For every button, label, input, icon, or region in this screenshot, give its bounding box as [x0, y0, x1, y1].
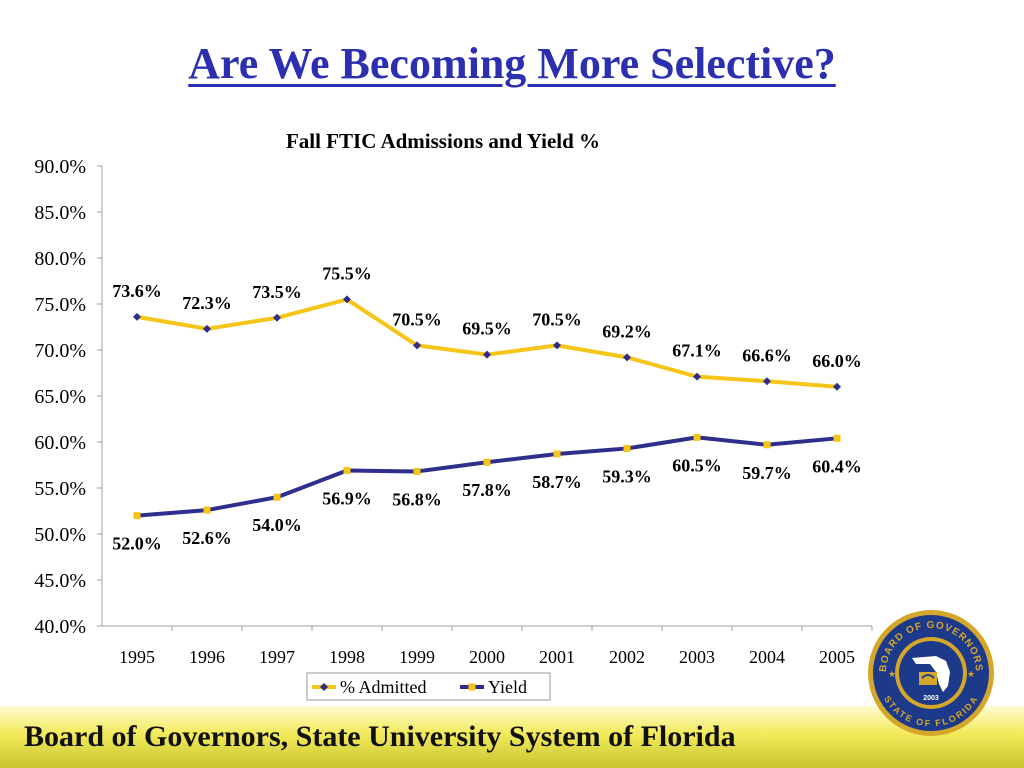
data-point-yield	[413, 467, 421, 475]
y-tick-label: 55.0%	[34, 478, 86, 500]
legend-label-admitted: % Admitted	[340, 677, 427, 697]
y-tick-label: 45.0%	[34, 570, 86, 592]
y-tick-label: 60.0%	[34, 432, 86, 454]
x-tick-label: 2003	[679, 647, 715, 667]
data-point-admitted	[833, 382, 841, 391]
data-point-admitted	[343, 295, 351, 304]
y-tick-label: 70.0%	[34, 340, 86, 362]
data-point-yield	[343, 467, 351, 475]
data-point-yield	[273, 493, 281, 501]
data-point-yield	[553, 450, 561, 458]
data-label-admitted: 75.5%	[322, 263, 372, 283]
data-point-admitted	[763, 377, 771, 386]
data-point-admitted	[553, 341, 561, 350]
data-point-admitted	[693, 372, 701, 381]
data-label-yield: 52.6%	[182, 528, 232, 548]
data-label-yield: 54.0%	[252, 515, 302, 535]
legend-label-yield: Yield	[488, 677, 527, 697]
y-tick-label: 80.0%	[34, 248, 86, 270]
series-line-admitted	[136, 297, 838, 389]
data-label-yield: 57.8%	[462, 480, 512, 500]
y-tick-label: 90.0%	[34, 156, 86, 178]
data-label-admitted: 70.5%	[532, 309, 582, 329]
data-label-yield: 56.8%	[392, 489, 442, 509]
legend-marker-yield	[468, 683, 476, 691]
data-point-admitted	[203, 324, 211, 333]
y-tick-label: 65.0%	[34, 386, 86, 408]
footer-band	[0, 706, 1024, 768]
x-tick-label: 1997	[259, 647, 295, 667]
data-point-admitted	[133, 312, 141, 321]
x-tick-label: 1996	[189, 647, 225, 667]
footer-text: Board of Governors, State University Sys…	[24, 720, 736, 753]
data-label-admitted: 70.5%	[392, 309, 442, 329]
data-label-admitted: 69.2%	[602, 321, 652, 341]
data-label-admitted: 69.5%	[462, 319, 512, 339]
data-point-yield	[763, 441, 771, 449]
y-tick-label: 75.0%	[34, 294, 86, 316]
data-label-yield: 52.0%	[112, 534, 162, 554]
data-label-admitted: 66.0%	[812, 351, 862, 371]
y-tick-label: 50.0%	[34, 524, 86, 546]
florida-state-seal-icon: BOARD OF GOVERNORS STATE OF FLORIDA ★ ★ …	[868, 610, 994, 736]
data-point-admitted	[273, 313, 281, 322]
chart-axes: 40.0% 45.0% 50.0% 55.0% 60.0% 65.0% 70.0% 75.0%…	[34, 156, 873, 667]
data-label-yield: 58.7%	[532, 472, 582, 492]
data-point-yield	[833, 434, 841, 442]
data-point-admitted	[623, 353, 631, 362]
x-tick-label: 2005	[819, 647, 855, 667]
x-tick-label: 2001	[539, 647, 575, 667]
series-line-yield	[136, 435, 838, 518]
svg-text:★: ★	[888, 669, 896, 679]
data-point-yield	[133, 512, 141, 520]
legend-marker-admitted	[320, 683, 328, 691]
line-chart: Fall FTIC Admissions and Yield % 40.0% 45…	[34, 129, 873, 701]
slide-title: Are We Becoming More Selective?	[188, 39, 836, 88]
data-label-yield: 60.5%	[672, 455, 722, 475]
x-tick-label: 2004	[749, 647, 785, 667]
data-label-admitted: 72.3%	[182, 293, 232, 313]
data-point-admitted	[413, 341, 421, 350]
data-point-yield	[483, 458, 491, 466]
data-label-admitted: 73.6%	[112, 281, 162, 301]
y-tick-label: 85.0%	[34, 202, 86, 224]
data-point-yield	[203, 506, 211, 514]
data-label-admitted: 73.5%	[252, 282, 302, 302]
data-point-yield	[693, 433, 701, 441]
x-tick-label: 1995	[119, 647, 155, 667]
data-point-admitted	[483, 350, 491, 359]
y-tick-label: 40.0%	[34, 616, 86, 638]
data-label-yield: 56.9%	[322, 489, 372, 509]
x-tick-label: 1999	[399, 647, 435, 667]
data-label-yield: 59.3%	[602, 466, 652, 486]
x-tick-label: 2002	[609, 647, 645, 667]
data-label-admitted: 67.1%	[672, 341, 722, 361]
chart-series: 73.6% 72.3% 73.5% 75.5% 70.5% 69.5% 70.5% 69.2%…	[112, 263, 862, 553]
data-label-yield: 60.4%	[812, 456, 862, 476]
chart-legend: % Admitted Yield	[306, 672, 551, 701]
data-label-yield: 59.7%	[742, 463, 792, 483]
x-tick-label: 1998	[329, 647, 365, 667]
data-point-yield	[623, 444, 631, 452]
x-tick-label: 2000	[469, 647, 505, 667]
chart-title: Fall FTIC Admissions and Yield %	[286, 129, 600, 153]
legend-box	[306, 672, 551, 701]
svg-text:★: ★	[967, 669, 975, 679]
seal-year: 2003	[923, 695, 939, 702]
data-label-admitted: 66.6%	[742, 345, 792, 365]
